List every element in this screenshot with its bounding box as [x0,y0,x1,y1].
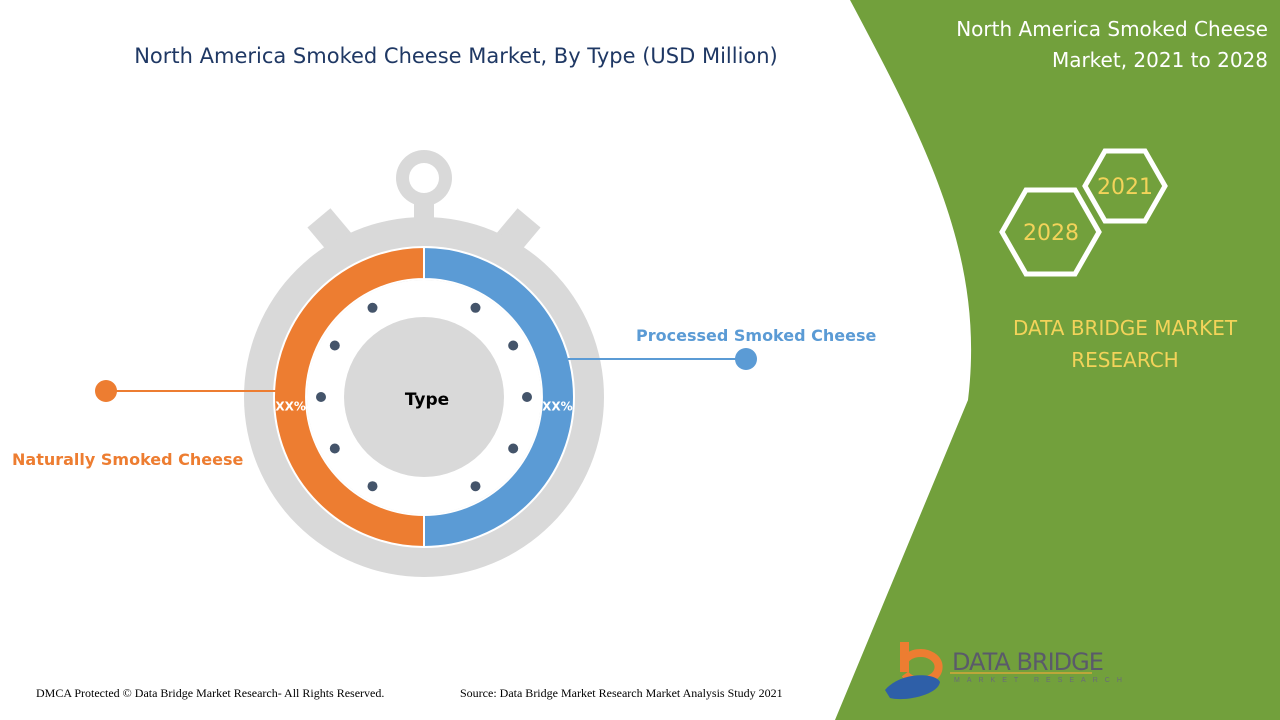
tick-dot [367,481,378,492]
donut-slice-1 [273,245,425,549]
tick-dot [508,443,519,454]
panel-title: North America Smoked Cheese Market, 2021… [956,14,1268,76]
brand-line1: DATA BRIDGE MARKET [1012,316,1238,340]
hexagon-2028 [999,187,1102,277]
brand-text: DATA BRIDGE MARKET RESEARCH [980,312,1270,376]
year-2028: 2028 [1023,221,1079,246]
leader-dot-natural [95,380,117,402]
tick-dot [522,392,532,402]
legend-processed-smoked-cheese: Processed Smoked Cheese [636,326,877,345]
tick-dot [470,302,481,313]
tick-dot [508,340,519,351]
source-text: Source: Data Bridge Market Research Mark… [460,686,783,700]
donut-center [344,317,504,477]
panel-title-line1: North America Smoked Cheese [956,17,1268,41]
donut-value-label-0: XX% [542,399,573,413]
donut-value-label-1: XX% [275,399,306,413]
panel-title-line2: Market, 2021 to 2028 [1051,48,1268,72]
year-2021: 2021 [1097,175,1153,200]
hexagon-2021 [1082,148,1168,224]
tick-dot [316,392,326,402]
tick-dot [329,443,340,454]
green-panel [835,0,1280,720]
logo-sub: MARKET RESEARCH [954,677,1129,684]
legend-naturally-smoked-cheese: Naturally Smoked Cheese [12,450,244,469]
donut-slice-0 [423,245,575,549]
tick-dot [367,302,378,313]
copyright-text: DMCA Protected © Data Bridge Market Rese… [36,686,385,700]
chart-title: North America Smoked Cheese Market, By T… [134,44,778,68]
tick-dot [329,340,340,351]
logo-name: DATA BRIDGE [952,648,1104,676]
tick-dot [470,481,481,492]
leader-dot-processed [735,348,757,370]
brand-line2: RESEARCH [1071,348,1179,372]
logo-mark [885,642,1092,700]
center-label: Type [405,390,449,410]
